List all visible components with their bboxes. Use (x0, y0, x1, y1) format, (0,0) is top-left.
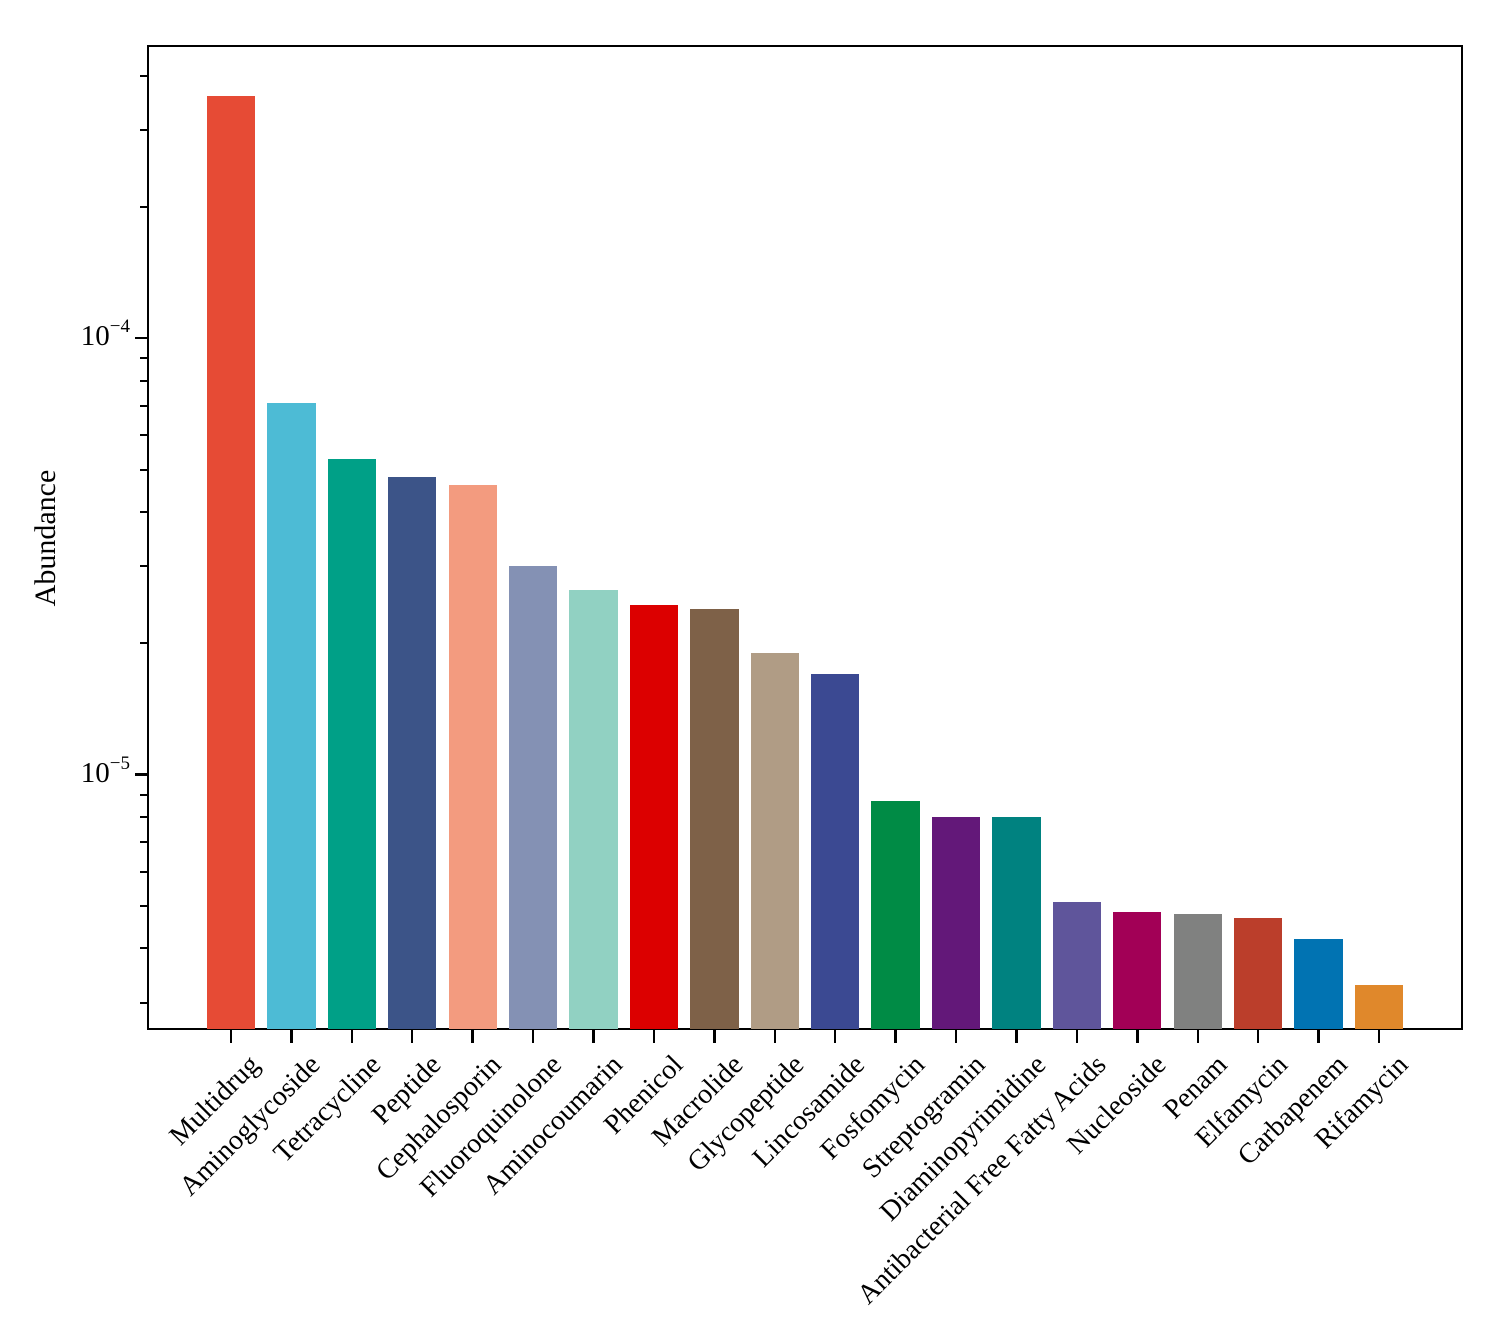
x-axis-tick (1317, 1030, 1320, 1043)
y-axis-minor-tick (140, 815, 147, 818)
y-axis-minor-tick (140, 205, 147, 208)
x-axis-tick (954, 1030, 958, 1043)
x-axis-tick (773, 1030, 776, 1043)
y-axis-minor-tick (140, 129, 147, 132)
y-tick-label-exponent: −4 (109, 316, 130, 338)
bar-antibacterial-free-fatty-acids (1052, 902, 1102, 1029)
bar-nucleoside (1113, 911, 1162, 1029)
y-axis-label: Abundance (29, 469, 62, 606)
x-axis-tick (471, 1030, 474, 1043)
x-axis-tick (531, 1030, 535, 1043)
bar-carbapenem (1294, 939, 1343, 1029)
y-axis-minor-tick (140, 434, 147, 437)
x-axis-tick (1256, 1030, 1260, 1043)
y-tick-label: 10−5 (80, 754, 130, 789)
y-axis-minor-tick (140, 74, 147, 77)
y-tick-label: 10−4 (80, 317, 130, 353)
x-axis-tick (350, 1030, 354, 1043)
y-axis-minor-tick (140, 379, 147, 382)
x-axis-tick (652, 1030, 656, 1043)
y-tick-label-base: 10 (80, 320, 110, 353)
y-axis-minor-tick (140, 905, 147, 908)
x-axis-tick (229, 1030, 233, 1043)
bar-glycopeptide (750, 653, 799, 1029)
bar-multidrug (206, 95, 256, 1029)
x-axis-tick (1136, 1030, 1139, 1043)
bar-phenicol (629, 604, 679, 1029)
y-axis-minor-tick (140, 841, 147, 844)
x-axis-tick (1075, 1030, 1079, 1043)
y-axis-minor-tick (140, 642, 147, 645)
bar-elfamycin (1233, 917, 1283, 1029)
x-axis-tick (592, 1030, 595, 1043)
x-axis-tick (1196, 1030, 1199, 1043)
bar-diaminopyrimidine (992, 816, 1041, 1029)
bar-streptogramin (931, 816, 981, 1029)
x-axis-tick (1015, 1030, 1018, 1043)
y-axis-minor-tick (140, 510, 147, 513)
x-axis-tick (834, 1030, 837, 1043)
bar-cephalosporin (448, 485, 497, 1029)
x-axis-tick (1377, 1030, 1381, 1043)
x-axis-tick (411, 1030, 414, 1043)
x-axis-tick (894, 1030, 897, 1043)
y-axis-minor-tick (140, 870, 147, 873)
bar-aminoglycoside (267, 403, 316, 1029)
y-axis-major-tick (135, 773, 147, 776)
bar-rifamycin (1354, 984, 1404, 1029)
bar-penam (1173, 913, 1222, 1029)
y-axis-minor-tick (140, 793, 147, 796)
x-axis-tick (713, 1030, 716, 1043)
y-tick-label-exponent: −5 (109, 752, 130, 774)
y-axis-minor-tick (140, 357, 147, 360)
y-axis-minor-tick (140, 565, 147, 568)
bar-aminocoumarin (569, 589, 618, 1029)
bar-fosfomycin (871, 801, 920, 1029)
bar-lincosamide (811, 674, 860, 1029)
plot-area (147, 45, 1463, 1030)
y-axis-minor-tick (140, 404, 147, 407)
y-tick-label-base: 10 (80, 756, 110, 789)
y-axis-minor-tick (140, 947, 147, 950)
y-axis-major-tick (135, 337, 147, 340)
y-axis-minor-tick (140, 468, 147, 471)
bar-tetracycline (327, 458, 376, 1029)
bar-fluoroquinolone (508, 566, 558, 1029)
bar-macrolide (690, 608, 739, 1029)
x-axis-tick (290, 1030, 293, 1043)
y-axis-minor-tick (140, 1001, 147, 1004)
bar-peptide (388, 477, 437, 1029)
